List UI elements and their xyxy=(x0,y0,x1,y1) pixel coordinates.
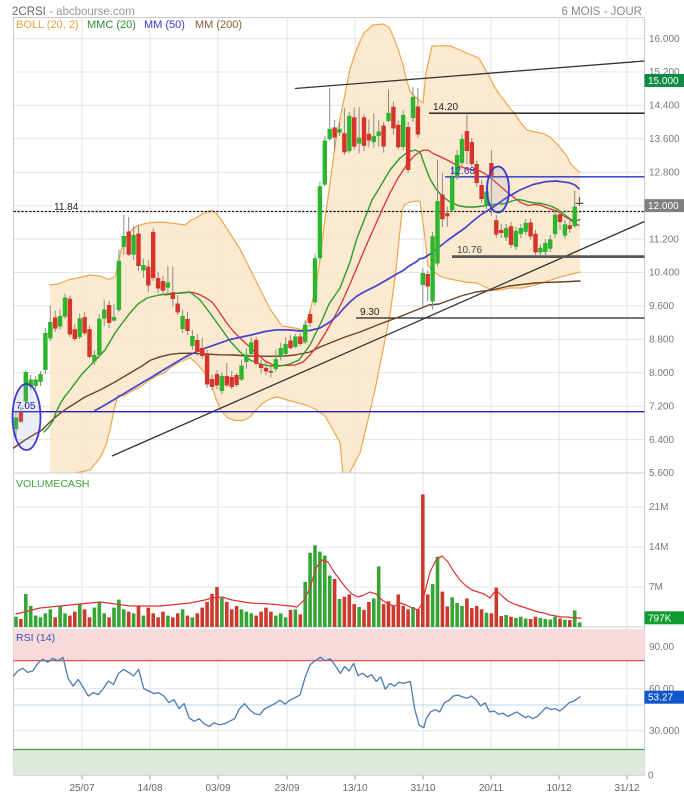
svg-text:25/07: 25/07 xyxy=(69,783,94,794)
svg-text:12.000: 12.000 xyxy=(648,201,679,212)
svg-text:6 MOIS - JOUR: 6 MOIS - JOUR xyxy=(561,6,642,18)
svg-text:12.800: 12.800 xyxy=(649,167,680,178)
svg-text:31/10: 31/10 xyxy=(410,783,435,794)
svg-text:13/10: 13/10 xyxy=(342,783,367,794)
svg-text:2CRSI - abcbourse.com: 2CRSI - abcbourse.com xyxy=(12,6,135,18)
svg-text:6.400: 6.400 xyxy=(649,435,674,446)
svg-text:8.000: 8.000 xyxy=(649,368,674,379)
svg-text:90.00: 90.00 xyxy=(649,642,674,653)
svg-text:8.800: 8.800 xyxy=(649,335,674,346)
svg-text:16.000: 16.000 xyxy=(649,34,680,45)
svg-text:11.200: 11.200 xyxy=(649,234,679,245)
svg-text:30.000: 30.000 xyxy=(649,726,680,737)
svg-text:7.200: 7.200 xyxy=(649,401,674,412)
svg-text:14.20: 14.20 xyxy=(433,102,458,113)
svg-text:MM (50): MM (50) xyxy=(144,19,185,31)
svg-text:VOLUMECASH: VOLUMECASH xyxy=(16,478,90,490)
svg-text:MMC (20): MMC (20) xyxy=(87,19,136,31)
svg-text:03/09: 03/09 xyxy=(205,783,230,794)
svg-text:23/09: 23/09 xyxy=(274,783,299,794)
svg-text:15.200: 15.200 xyxy=(649,67,680,78)
svg-text:21M: 21M xyxy=(649,502,668,513)
svg-text:10.400: 10.400 xyxy=(649,268,680,279)
svg-text:7M: 7M xyxy=(649,582,663,593)
svg-text:14M: 14M xyxy=(649,542,668,553)
svg-text:53.27: 53.27 xyxy=(648,693,673,704)
svg-text:20/11: 20/11 xyxy=(479,783,504,794)
svg-text:9.600: 9.600 xyxy=(649,301,674,312)
svg-text:31/12: 31/12 xyxy=(614,783,639,794)
svg-text:MM (200): MM (200) xyxy=(195,19,242,31)
svg-text:13.600: 13.600 xyxy=(649,134,680,145)
svg-text:12.68: 12.68 xyxy=(450,166,475,177)
svg-text:RSI (14): RSI (14) xyxy=(16,632,55,644)
svg-text:14.400: 14.400 xyxy=(649,101,680,112)
svg-text:5.600: 5.600 xyxy=(649,468,674,479)
svg-text:60.00: 60.00 xyxy=(649,684,674,695)
svg-text:797K: 797K xyxy=(648,613,672,624)
svg-text:10/12: 10/12 xyxy=(546,783,571,794)
svg-text:11.84: 11.84 xyxy=(54,202,79,213)
svg-text:BOLL (20, 2): BOLL (20, 2) xyxy=(16,19,79,31)
svg-text:0: 0 xyxy=(648,771,654,782)
svg-text:7.05: 7.05 xyxy=(16,401,36,412)
svg-text:14/08: 14/08 xyxy=(137,783,162,794)
svg-text:9.30: 9.30 xyxy=(360,307,380,318)
svg-text:10.76: 10.76 xyxy=(457,245,482,256)
svg-text:15.000: 15.000 xyxy=(648,76,679,87)
